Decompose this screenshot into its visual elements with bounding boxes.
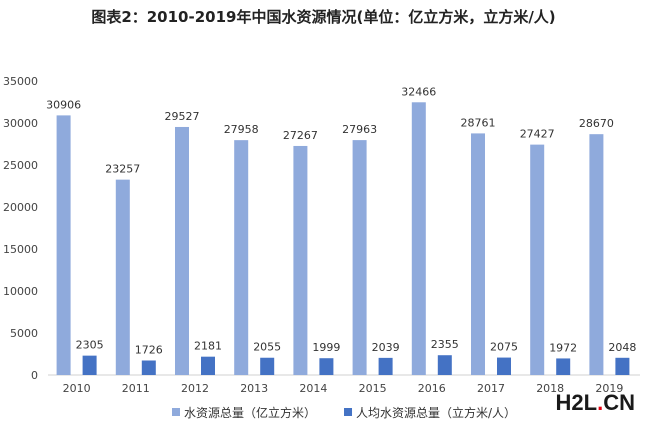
bar-water-total: [293, 145, 308, 375]
data-label: 1999: [312, 341, 340, 354]
data-label: 27427: [520, 128, 555, 141]
bar-water-per-capita: [319, 358, 334, 375]
bar-water-per-capita: [556, 358, 571, 375]
watermark-left: H2L: [555, 390, 598, 415]
x-tick-label: 2013: [240, 382, 268, 395]
bar-water-per-capita: [82, 355, 97, 375]
data-label: 2355: [431, 338, 459, 351]
bar-water-per-capita: [260, 357, 275, 375]
bar-water-total: [175, 126, 189, 375]
x-tick-label: 2017: [477, 382, 505, 395]
bar-water-per-capita: [615, 357, 630, 375]
y-tick-label: 25000: [3, 159, 38, 172]
x-tick-label: 2011: [122, 382, 150, 395]
data-label: 1972: [549, 341, 577, 354]
chart-title: 图表2：2010-2019年中国水资源情况(单位：亿立方米，立方米/人): [91, 8, 556, 26]
data-label: 23257: [105, 163, 140, 176]
watermark-dot: .: [597, 390, 604, 415]
data-label: 29527: [165, 110, 200, 123]
y-tick-label: 35000: [3, 75, 38, 88]
data-label: 1726: [135, 344, 163, 357]
site-watermark: H2L.CN: [556, 390, 635, 416]
bar-water-per-capita: [141, 360, 156, 375]
y-tick-label: 20000: [3, 201, 38, 214]
data-label: 27267: [283, 129, 318, 142]
legend-label: 人均水资源总量（立方米/人）: [356, 405, 516, 420]
bar-water-total: [411, 102, 426, 376]
data-label: 2039: [372, 341, 400, 354]
x-tick-label: 2016: [418, 382, 446, 395]
bar-water-total: [589, 134, 604, 375]
data-label: 2048: [608, 341, 636, 354]
data-label: 2305: [76, 339, 104, 352]
x-tick-label: 2014: [299, 382, 327, 395]
watermark-right: CN: [603, 390, 635, 415]
x-tick-label: 2018: [536, 382, 564, 395]
x-tick-label: 2012: [181, 382, 209, 395]
data-label: 30906: [46, 98, 81, 111]
x-tick-label: 2010: [63, 382, 91, 395]
x-tick-label: 2019: [595, 382, 623, 395]
bar-water-total: [56, 115, 71, 376]
y-tick-label: 15000: [3, 243, 38, 256]
y-tick-label: 30000: [3, 117, 38, 130]
bar-water-total: [352, 140, 367, 375]
bar-water-per-capita: [378, 357, 393, 375]
data-label: 32466: [401, 85, 436, 98]
legend-swatch: [172, 408, 180, 416]
bar-water-total: [115, 179, 130, 375]
bar-water-total: [234, 140, 249, 375]
data-label: 28670: [579, 117, 614, 130]
data-label: 28761: [461, 116, 496, 129]
data-label: 2181: [194, 340, 222, 353]
bar-water-per-capita: [497, 357, 511, 375]
data-label: 2055: [253, 341, 281, 354]
bar-water-per-capita: [437, 355, 452, 375]
y-tick-label: 10000: [3, 285, 38, 298]
bar-water-per-capita: [201, 356, 215, 375]
legend-swatch: [344, 408, 353, 416]
x-tick-label: 2015: [359, 382, 387, 395]
bar-water-total: [471, 133, 485, 375]
y-tick-label: 0: [31, 369, 38, 382]
data-label: 27963: [342, 123, 377, 136]
bar-water-total: [530, 144, 545, 375]
data-label: 2075: [490, 341, 518, 354]
y-tick-label: 5000: [10, 327, 38, 340]
legend-label: 水资源总量（亿立方米）: [184, 405, 316, 420]
data-label: 27958: [224, 123, 259, 136]
